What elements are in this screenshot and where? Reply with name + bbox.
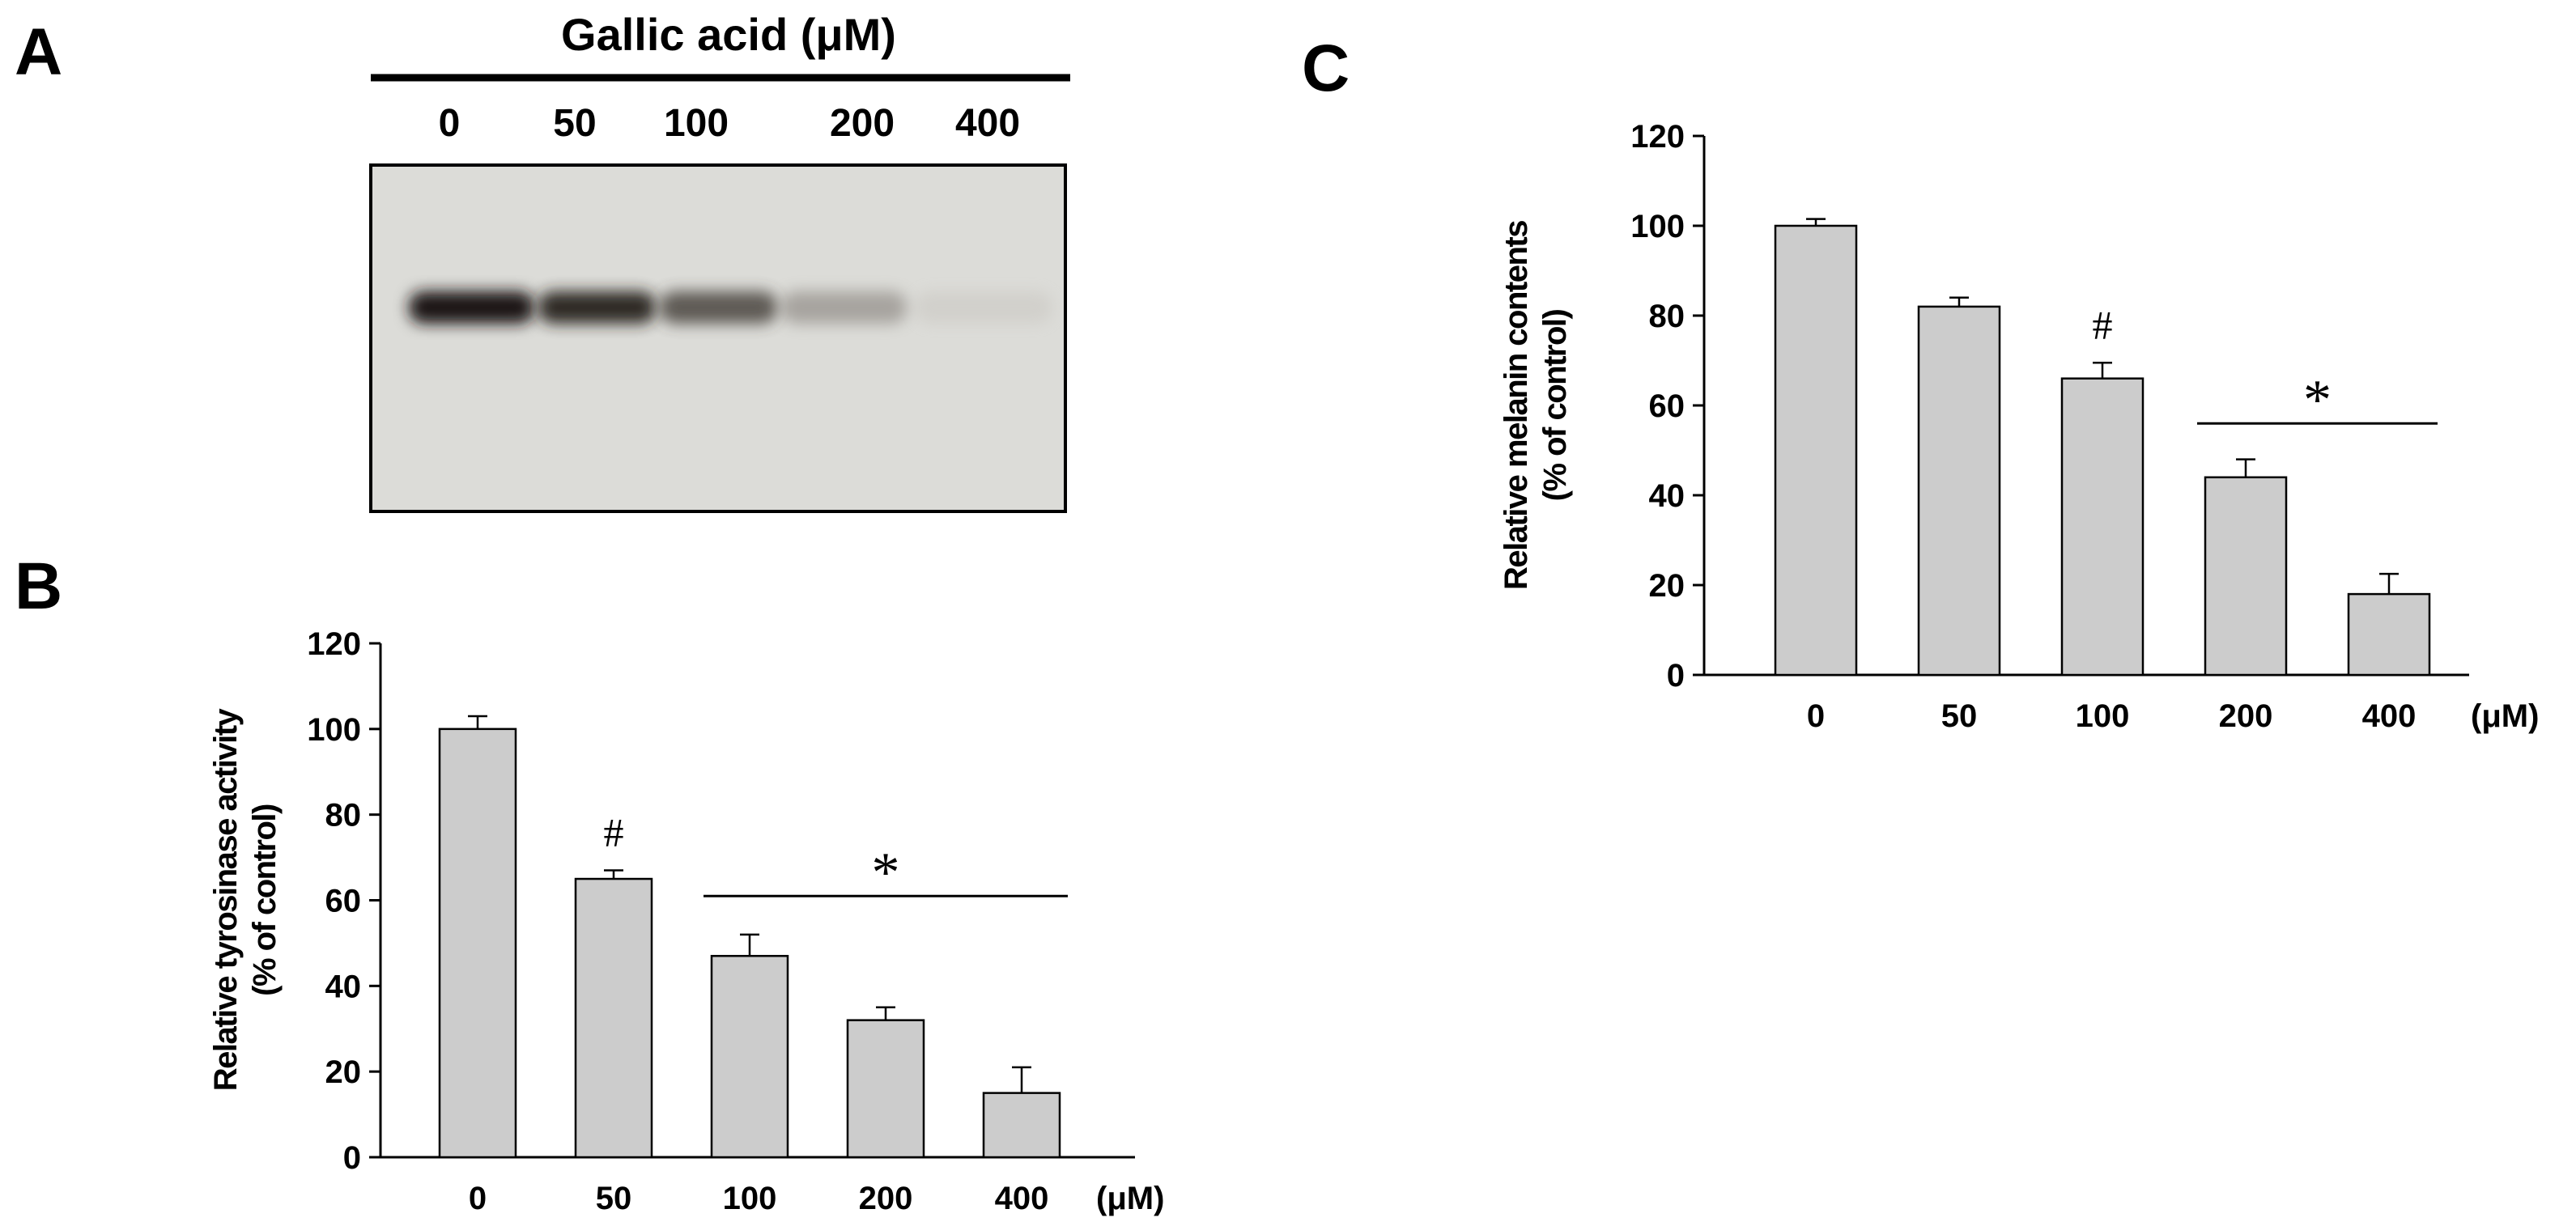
lane-labels: 0 50 100 200 400: [439, 102, 1020, 145]
y-axis-label-unit: (% of control): [1537, 309, 1573, 501]
significance-hash: #: [2093, 302, 2113, 347]
x-tick-label-100: 100: [2076, 698, 2130, 734]
bar-0: [1774, 224, 1858, 677]
x-tick-label-400: 400: [995, 1181, 1049, 1216]
bar-400: [982, 1092, 1061, 1159]
bar-100: [2060, 377, 2145, 677]
blot-image: [369, 163, 1067, 513]
lane-label-0: 0: [439, 102, 461, 145]
y-tick-label: 60: [325, 884, 362, 919]
y-tick-label: 20: [1649, 568, 1685, 604]
panel-b: B 0 20 40 60 80 100 120 Relative tyrosinase act…: [15, 549, 1164, 1216]
y-tick-label: 80: [325, 798, 362, 834]
y-tick-label: 100: [307, 712, 361, 748]
bar-200: [2204, 476, 2288, 677]
y-tick-label: 120: [1630, 119, 1685, 155]
band-lane-50: [538, 291, 656, 324]
y-tick-label: 120: [307, 626, 361, 662]
y-tick-label: 40: [325, 969, 362, 1004]
y-tick-label: 80: [1649, 299, 1685, 334]
lane-label-400: 400: [955, 102, 1020, 145]
y-tick-label: 0: [343, 1140, 361, 1176]
x-tick-label-400: 400: [2362, 698, 2417, 734]
x-tick-label-50: 50: [596, 1181, 632, 1216]
y-axis-label: Relative melanin contents: [1498, 221, 1534, 590]
significance-star: *: [2303, 369, 2332, 431]
y-tick-label: 60: [1649, 388, 1685, 424]
lane-label-100: 100: [664, 102, 729, 145]
y-axis-label: Relative tyrosinase activity: [208, 707, 244, 1091]
x-tick-label-200: 200: [2219, 698, 2273, 734]
band-lane-200: [781, 291, 907, 324]
panel-c-letter: C: [1302, 32, 1350, 105]
y-axis-label-unit: (% of control): [247, 804, 283, 996]
blot-title: Gallic acid (μM): [561, 9, 896, 60]
significance-star: *: [872, 842, 900, 904]
bar-100: [710, 955, 789, 1159]
x-tick-label-0: 0: [469, 1181, 487, 1216]
significance-hash: #: [604, 809, 624, 855]
y-tick-label: 0: [1667, 658, 1685, 694]
lane-label-50: 50: [553, 102, 596, 145]
bar-0: [438, 728, 517, 1159]
x-tick-label-200: 200: [859, 1181, 913, 1216]
panel-a: A Gallic acid (μM) 0 50 100 200 400: [15, 9, 1070, 513]
bar-50: [574, 877, 653, 1159]
y-tick-label: 40: [1649, 478, 1685, 514]
y-tick-label: 100: [1630, 209, 1685, 244]
bar-400: [2347, 592, 2431, 677]
x-tick-label-50: 50: [1941, 698, 1978, 734]
bar-50: [1917, 305, 2001, 677]
x-tick-label-0: 0: [1807, 698, 1825, 734]
bar-200: [846, 1019, 925, 1159]
x-axis-unit: (μM): [2471, 698, 2539, 734]
band-lane-400: [915, 291, 1052, 324]
lane-label-200: 200: [830, 102, 895, 145]
chart-melanin: 0 20 40 60 80 100 120 Relative melanin contents…: [1498, 119, 2539, 734]
panel-b-letter: B: [15, 549, 62, 623]
panel-a-letter: A: [15, 15, 62, 89]
x-axis-unit: (μM): [1096, 1181, 1164, 1216]
band-lane-0: [409, 291, 534, 324]
y-tick-label: 20: [325, 1054, 362, 1090]
blot-bands: [409, 291, 1052, 324]
panel-c: C 0 20 40 60 80 100 120 Relative melanin conten…: [1302, 32, 2539, 734]
x-tick-label-100: 100: [723, 1181, 777, 1216]
chart-tyrosinase: 0 20 40 60 80 100 120 Relative tyrosinase activ…: [208, 626, 1164, 1216]
band-lane-100: [660, 291, 777, 324]
